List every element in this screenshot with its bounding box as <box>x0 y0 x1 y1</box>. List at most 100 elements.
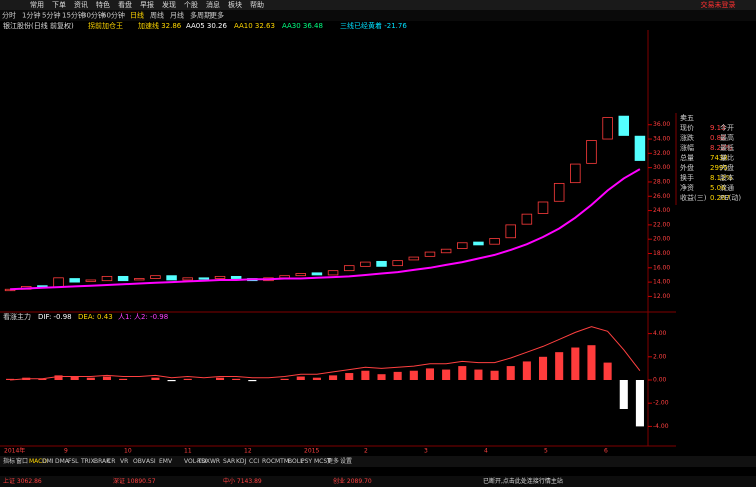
y-tick-label: -4.00 <box>653 423 669 430</box>
indicator-tab[interactable]: BRAR <box>94 458 110 465</box>
menu-item[interactable]: 个股 <box>184 1 198 9</box>
quote-cell: 0.207 <box>710 194 730 202</box>
period-tab[interactable]: 60分钟 <box>102 11 125 20</box>
indicator-tab[interactable]: MACD <box>29 458 47 465</box>
period-tab[interactable]: 日线 <box>130 11 144 20</box>
quote-cell: 2995 <box>710 164 728 172</box>
indicator-tab[interactable]: 窗口 <box>16 457 28 465</box>
period-tab[interactable]: 1分钟 <box>22 11 40 20</box>
indicator-tab[interactable]: BOLL <box>288 458 304 465</box>
indicator-tab[interactable]: RSI <box>197 458 207 465</box>
period-tab[interactable]: 30分钟 <box>82 11 105 20</box>
indicator-tab[interactable]: DMI <box>42 458 54 465</box>
menu-item[interactable]: 看盘 <box>118 0 132 9</box>
macd-bar <box>329 375 338 380</box>
macd-bar <box>393 371 402 380</box>
quote-cell: 0.82 <box>710 134 726 142</box>
menu-item[interactable]: 消息 <box>206 0 220 9</box>
y-tick-label: 22.00 <box>653 221 670 228</box>
stock-name: 银江股份(日线 前复权) <box>3 21 74 30</box>
candle <box>230 275 242 279</box>
menu-item[interactable]: 发现 <box>162 0 176 9</box>
period-tab[interactable]: 分时 <box>2 11 16 20</box>
indicator-tab[interactable]: WR <box>210 458 220 465</box>
candle <box>505 224 516 239</box>
indicator-tab[interactable]: DMA <box>55 458 70 465</box>
period-tab[interactable]: 月线 <box>170 11 184 20</box>
menu-item[interactable]: 帮助 <box>250 0 264 9</box>
indicator-tab[interactable]: OBV <box>133 458 147 465</box>
login-status[interactable]: 交易未登录 <box>701 0 736 9</box>
indicator-tab[interactable]: PSY <box>301 458 312 465</box>
y-tick-label: 28.00 <box>653 178 670 185</box>
macd-bar <box>635 380 644 427</box>
macd-bar <box>119 378 128 380</box>
macd-bar <box>490 370 499 380</box>
candle <box>166 275 177 281</box>
indicator-tab[interactable]: 指标 <box>3 457 15 465</box>
macd-title: 看涨主力 <box>3 312 31 321</box>
indicator-tab[interactable]: VOL-TDX <box>184 458 210 465</box>
indicator-tab[interactable]: TRIX <box>80 458 95 465</box>
menu-item[interactable]: 下单 <box>52 0 66 9</box>
menu-item[interactable]: 常用 <box>30 0 44 9</box>
indicator-tab[interactable]: 设置 <box>340 457 352 465</box>
indicator-name: 拐前加仓王 <box>88 21 123 30</box>
period-tab[interactable]: 周线 <box>150 11 164 20</box>
period-tab[interactable]: 多周期 <box>190 11 211 20</box>
macd-bar <box>151 377 160 380</box>
quote-cell: 现价 <box>680 124 694 132</box>
quote-header: 卖五 <box>680 114 694 122</box>
candle <box>327 270 339 276</box>
time-label: 10 <box>124 448 132 455</box>
indicator-tab[interactable]: ASI <box>146 458 156 465</box>
indicator-tab[interactable]: CR <box>107 458 115 465</box>
indicator-tab[interactable]: MCST <box>314 458 331 465</box>
dif-line <box>10 326 641 381</box>
menu-item[interactable]: 特色 <box>96 0 110 9</box>
indicator-tab[interactable]: EMV <box>159 458 173 465</box>
indicator-tab[interactable]: CCI <box>249 458 259 465</box>
macd-bar <box>345 373 354 380</box>
time-label: 6 <box>604 448 608 455</box>
candle <box>553 182 565 202</box>
candle <box>457 242 468 249</box>
quote-cell: 换手 <box>680 173 694 182</box>
period-tab[interactable]: 15分钟 <box>62 11 85 20</box>
y-tick-label: 32.00 <box>653 150 670 157</box>
menu-item[interactable]: 板块 <box>228 0 242 9</box>
period-tab[interactable]: 更多 <box>210 11 224 20</box>
indicator-tab[interactable]: 更多 <box>327 457 339 465</box>
macd-bar <box>506 366 515 380</box>
indicator-tab[interactable]: VR <box>120 458 128 465</box>
y-tick-label: 0.00 <box>653 377 667 384</box>
period-tab[interactable]: 5分钟 <box>42 11 60 20</box>
y-tick-label: 20.00 <box>653 236 670 243</box>
indicator-tab[interactable]: ROC <box>262 458 275 465</box>
indicator-tab[interactable]: MTM <box>275 458 289 465</box>
quote-cell: 9.13 <box>710 124 726 132</box>
candle <box>473 241 484 246</box>
quote-cell: 内盘 <box>720 163 734 172</box>
status-item: 创业 2089.70 <box>333 477 372 485</box>
candle <box>570 163 581 184</box>
macd-bar <box>571 347 580 380</box>
candle <box>360 261 371 267</box>
menu-item[interactable]: 早报 <box>140 0 154 9</box>
macd-bar <box>215 377 225 380</box>
quote-cell: 7438 <box>710 154 728 162</box>
indicator-tab[interactable]: KDJ <box>236 458 247 465</box>
period-bar <box>0 10 756 21</box>
macd-bar <box>102 376 112 380</box>
candle <box>295 273 307 277</box>
y-tick-label: 14.00 <box>653 279 670 286</box>
y-tick-label: 34.00 <box>653 136 670 143</box>
indicator-tab[interactable]: SAR <box>223 458 235 465</box>
menu-item[interactable]: 资讯 <box>74 0 88 9</box>
indicator-tab[interactable]: FSL <box>68 458 79 465</box>
indicator-param: 三线已经黄着 -21.76 <box>340 21 407 30</box>
candle <box>117 275 129 282</box>
status-item[interactable]: 已断开,点击此处连接行情主站 <box>483 477 563 485</box>
indicator-param: AA10 32.63 <box>234 22 275 30</box>
